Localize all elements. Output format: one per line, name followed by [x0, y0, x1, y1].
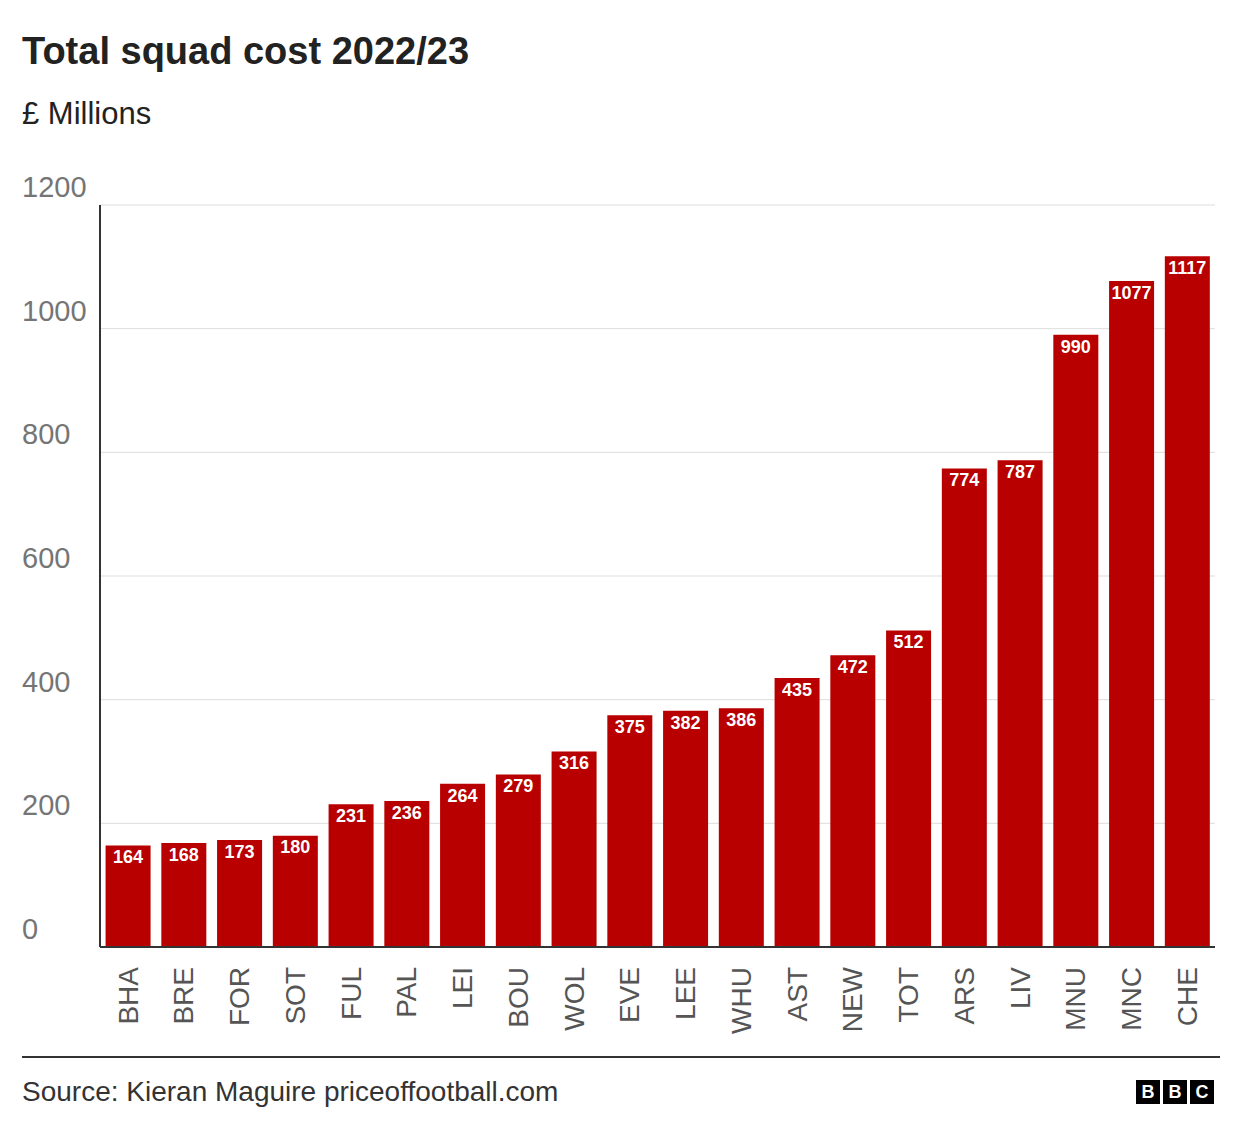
svg-text:200: 200	[22, 789, 70, 821]
svg-text:800: 800	[22, 418, 70, 450]
svg-text:EVE: EVE	[614, 967, 645, 1023]
svg-text:774: 774	[949, 470, 979, 490]
html-text:£ Millions: £ Millions	[22, 96, 152, 131]
svg-text:435: 435	[782, 680, 812, 700]
svg-text:236: 236	[392, 803, 422, 823]
svg-text:990: 990	[1061, 337, 1091, 357]
svg-text:0: 0	[22, 913, 38, 945]
svg-text:173: 173	[225, 842, 255, 862]
svg-text:168: 168	[169, 845, 199, 865]
svg-text:231: 231	[336, 806, 366, 826]
svg-text:1200: 1200	[22, 171, 87, 203]
svg-text:BOU: BOU	[503, 967, 534, 1028]
svg-text:1117: 1117	[1168, 258, 1206, 278]
svg-text:787: 787	[1005, 462, 1035, 482]
html-text:B: B	[1141, 1081, 1155, 1102]
svg-text:PAL: PAL	[391, 967, 422, 1018]
svg-text:316: 316	[559, 753, 589, 773]
svg-text:FOR: FOR	[224, 967, 255, 1026]
svg-text:MNC: MNC	[1116, 967, 1147, 1031]
svg-text:180: 180	[280, 837, 310, 857]
svg-text:400: 400	[22, 666, 70, 698]
svg-text:472: 472	[838, 657, 868, 677]
svg-text:SOT: SOT	[280, 967, 311, 1025]
svg-text:WOL: WOL	[559, 967, 590, 1031]
svg-text:NEW: NEW	[837, 966, 868, 1032]
html-text:Total squad cost 2022/23: Total squad cost 2022/23	[22, 30, 469, 72]
svg-text:382: 382	[671, 713, 701, 733]
svg-text:TOT: TOT	[893, 967, 924, 1022]
svg-text:LEE: LEE	[670, 967, 701, 1020]
svg-text:WHU: WHU	[726, 967, 757, 1034]
svg-text:MNU: MNU	[1060, 967, 1091, 1031]
svg-text:600: 600	[22, 542, 70, 574]
svg-text:279: 279	[503, 776, 533, 796]
html-text:B: B	[1168, 1081, 1182, 1102]
svg-text:LEI: LEI	[447, 967, 478, 1009]
svg-text:BRE: BRE	[168, 967, 199, 1025]
svg-text:ARS: ARS	[949, 967, 980, 1025]
svg-text:BHA: BHA	[113, 967, 144, 1025]
svg-text:512: 512	[894, 632, 924, 652]
svg-text:164: 164	[113, 847, 143, 867]
svg-text:264: 264	[448, 786, 478, 806]
svg-text:FUL: FUL	[336, 967, 367, 1020]
html-text:C: C	[1195, 1081, 1209, 1102]
svg-text:1000: 1000	[22, 295, 87, 327]
svg-text:375: 375	[615, 717, 645, 737]
svg-text:386: 386	[726, 710, 756, 730]
svg-text:CHE: CHE	[1172, 967, 1203, 1026]
svg-text:LIV: LIV	[1005, 967, 1036, 1009]
svg-text:AST: AST	[782, 967, 813, 1021]
svg-text:1077: 1077	[1112, 283, 1152, 303]
html-text:Source: Kieran Maguire priceof: Source: Kieran Maguire priceoffootball.c…	[22, 1076, 559, 1107]
